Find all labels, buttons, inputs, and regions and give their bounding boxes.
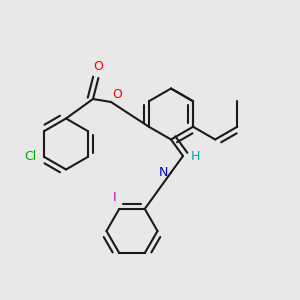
Text: O: O (112, 88, 122, 100)
Text: Cl: Cl (24, 150, 36, 163)
Text: I: I (112, 191, 116, 204)
Text: O: O (94, 61, 103, 74)
Text: H: H (190, 149, 200, 163)
Text: N: N (159, 166, 168, 179)
